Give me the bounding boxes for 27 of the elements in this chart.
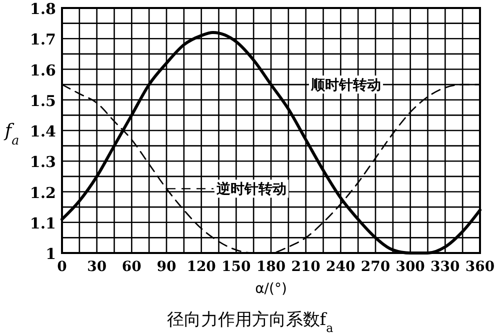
y-tick-label: 1.2 [30, 184, 56, 202]
y-tick-label: 1.4 [30, 122, 56, 140]
text: 径向力作用方向系数f$_{a}$ [166, 310, 334, 333]
x-tick-label: 0 [57, 259, 68, 275]
x-tick-label: 60 [122, 259, 142, 275]
series-label: 顺时针转动 [310, 78, 381, 94]
x-tick-label: 360 [465, 259, 495, 275]
x-tick-label: 300 [396, 259, 426, 275]
y-tick-label: 1.3 [30, 153, 56, 172]
x-tick-label: 180 [256, 259, 286, 275]
x-tick-label: 120 [186, 259, 216, 275]
x-tick-label: 210 [291, 259, 321, 275]
x-tick-label: 270 [360, 259, 390, 275]
x-axis-title: α/(°) [255, 281, 287, 297]
y-tick-label: 1.1 [30, 214, 56, 232]
y-tick-label: 1.5 [30, 92, 56, 110]
y-tick-label: 1.8 [30, 0, 56, 18]
x-tick-label: 240 [326, 259, 356, 275]
legend-label: 逆时针转动 [216, 180, 286, 198]
y-tick-label: 1.6 [30, 61, 56, 80]
y-tick-label: 1.7 [30, 30, 56, 49]
x-tick-label: 330 [430, 259, 460, 275]
y-axis-title: f$_{a}$ [2, 120, 20, 147]
x-tick-label: 90 [156, 259, 176, 275]
x-tick-label: 30 [87, 259, 107, 275]
x-tick-label: 150 [222, 259, 252, 275]
y-tick-label: 1 [46, 245, 56, 263]
